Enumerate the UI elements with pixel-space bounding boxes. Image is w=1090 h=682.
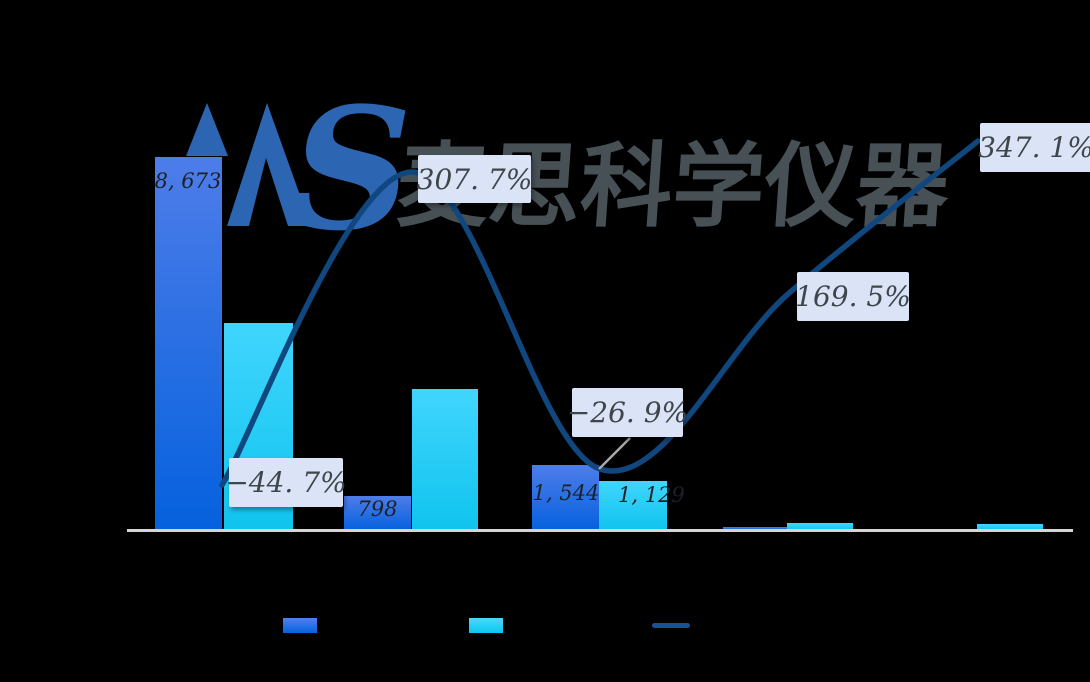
bar-g4-series1[interactable] <box>723 527 787 530</box>
value-label-g1-series1: 8, 673 <box>154 169 222 193</box>
legend-line-series-swatch[interactable] <box>652 623 690 628</box>
value-label-g3-series1: 1, 544 <box>532 481 600 505</box>
percent-label-g4: 169. 5% <box>795 272 911 321</box>
label-leader-line <box>598 437 631 470</box>
value-label-g3-series2: 1, 129 <box>618 483 685 507</box>
legend-series1-swatch[interactable] <box>283 618 317 633</box>
bar-g3-series2[interactable] <box>599 481 667 530</box>
percent-label-g5: 347. 1% <box>978 123 1090 172</box>
percent-label-g2: 307. 7% <box>417 155 532 203</box>
legend-series2-swatch[interactable] <box>469 618 503 633</box>
percent-label-g3: −26. 9% <box>567 388 688 437</box>
bar-g5-series2[interactable] <box>977 524 1043 530</box>
bar-g4-series2[interactable] <box>787 523 853 530</box>
x-axis-line <box>127 529 1073 532</box>
bar-g2-series1[interactable] <box>344 496 411 530</box>
bar-g2-series2[interactable] <box>412 389 478 530</box>
bar-g1-series1[interactable] <box>155 157 222 530</box>
percent-label-g1: −44. 7% <box>225 458 347 507</box>
value-label-g2-series1: 798 <box>357 497 398 521</box>
